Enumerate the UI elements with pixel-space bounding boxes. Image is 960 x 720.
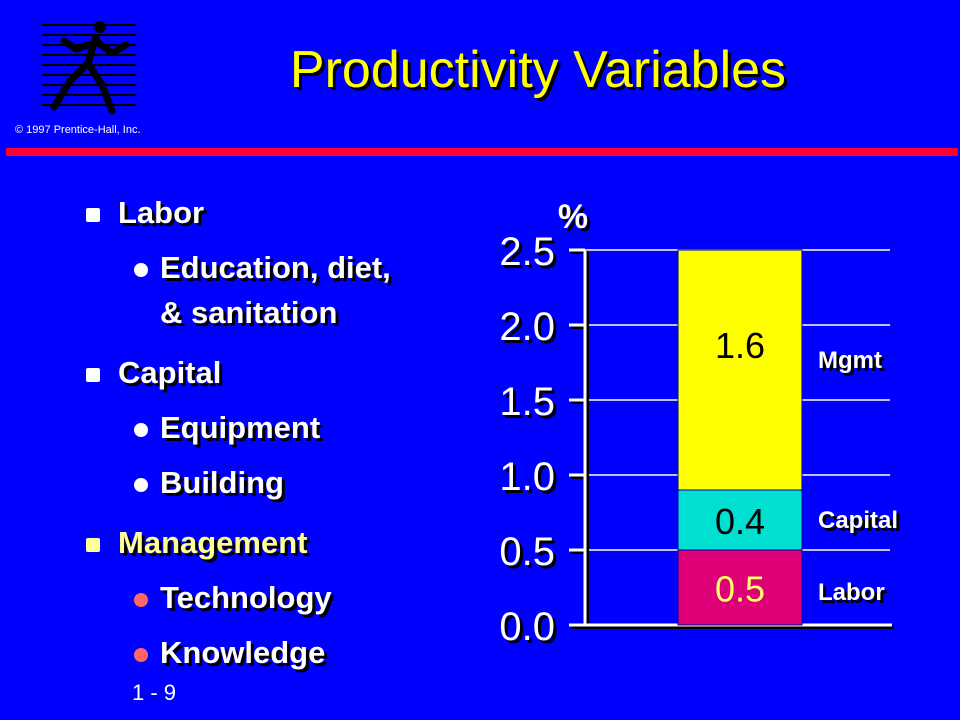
circle-bullet-icon: [134, 263, 148, 277]
bullet-item: Technology: [80, 580, 332, 616]
y-tick-label-shadow: 0.0: [502, 608, 558, 652]
y-tick-label: 1.0: [499, 455, 555, 499]
segment-name-label-shadow: Mgmt: [821, 350, 885, 377]
page-number: 1 - 9: [132, 680, 177, 705]
bullet-item: Management: [80, 525, 307, 561]
y-tick-label: 0.0: [499, 605, 555, 649]
y-tick-label: 0.5: [499, 530, 555, 574]
bullet-item: Equipment: [80, 410, 320, 446]
segment-name-label-shadow: Labor: [821, 582, 888, 609]
bullet-text: Knowledge: [160, 635, 326, 670]
y-axis-label: %: [558, 198, 588, 236]
segment-name-label: Mgmt: [818, 347, 882, 374]
y-axis-label-shadow: %: [561, 201, 591, 239]
circle-bullet-icon: [134, 478, 148, 492]
y-tick-label-shadow: 2.0: [502, 308, 558, 352]
segment-name-label: Labor: [818, 579, 885, 606]
y-tick-label: 2.5: [499, 230, 555, 274]
bullet-text: Labor: [118, 195, 205, 230]
bar-value-label: 0.5: [715, 569, 765, 610]
y-tick-label: 2.0: [499, 305, 555, 349]
bullet-item: Education, diet,: [80, 250, 391, 286]
bullet-text: Management: [118, 525, 308, 560]
segment-name-label: Capital: [818, 507, 898, 534]
bar-segment-mgmt: [677, 249, 803, 491]
runner-logo-icon: [40, 15, 138, 117]
bar-segment-capital: [677, 489, 803, 551]
bullet-item: Building: [80, 465, 284, 501]
bullet-item: Labor: [80, 195, 204, 231]
y-tick-label-shadow: 1.5: [502, 383, 558, 427]
bar-segment-labor: [677, 549, 803, 626]
title-divider: [6, 148, 958, 156]
circle-bullet-icon: [134, 423, 148, 437]
y-tick-label: 1.5: [499, 380, 555, 424]
bullet-text: & sanitation: [160, 295, 338, 330]
y-tick-label-shadow: 1.0: [502, 458, 558, 502]
bullet-text: Equipment: [160, 410, 321, 445]
circle-bullet-icon: [134, 648, 148, 662]
bullet-item: Capital: [80, 355, 221, 391]
bullet-text: Technology: [160, 580, 332, 615]
bullet-item: Knowledge: [80, 635, 325, 671]
y-tick-label-shadow: 2.5: [502, 233, 558, 277]
bullet-text: Education, diet,: [160, 250, 391, 285]
copyright-notice: © 1997 Prentice-Hall, Inc.: [15, 124, 141, 136]
bullet-text: Building: [160, 465, 284, 500]
bar-value-label: 1.6: [715, 325, 765, 366]
bullet-text: Capital: [118, 355, 222, 390]
square-bullet-icon: [86, 368, 100, 382]
square-bullet-icon: [86, 538, 100, 552]
bullet-item: & sanitation: [80, 295, 337, 331]
bar-value-label: 0.4: [715, 501, 765, 542]
slide-title: Productivity Variables: [289, 41, 787, 99]
square-bullet-icon: [86, 208, 100, 222]
segment-name-label-shadow: Capital: [821, 510, 901, 537]
circle-bullet-icon: [134, 593, 148, 607]
y-tick-label-shadow: 0.5: [502, 533, 558, 577]
